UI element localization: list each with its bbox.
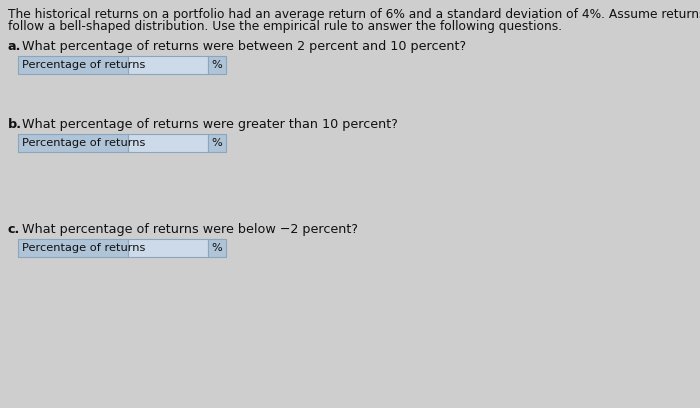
Text: What percentage of returns were greater than 10 percent?: What percentage of returns were greater … (18, 118, 398, 131)
Text: Percentage of returns: Percentage of returns (22, 243, 146, 253)
Bar (128, 56, 208, 74)
Bar (18, 56, 128, 74)
Text: Percentage of returns: Percentage of returns (22, 60, 146, 70)
Text: follow a bell-shaped distribution. Use the empirical rule to answer the followin: follow a bell-shaped distribution. Use t… (8, 20, 562, 33)
Text: What percentage of returns were between 2 percent and 10 percent?: What percentage of returns were between … (18, 40, 466, 53)
Text: a.: a. (8, 40, 22, 53)
Text: What percentage of returns were below −2 percent?: What percentage of returns were below −2… (18, 223, 358, 236)
Text: Percentage of returns: Percentage of returns (22, 138, 146, 148)
Text: b.: b. (8, 118, 22, 131)
Bar (208, 56, 226, 74)
Text: %: % (211, 138, 223, 148)
Text: %: % (211, 60, 223, 70)
Text: %: % (211, 243, 223, 253)
Bar (128, 239, 208, 257)
Text: The historical returns on a portfolio had an average return of 6% and a standard: The historical returns on a portfolio ha… (8, 8, 700, 21)
Bar (208, 239, 226, 257)
Text: c.: c. (8, 223, 20, 236)
Bar (18, 134, 128, 152)
Bar (208, 134, 226, 152)
Bar (128, 134, 208, 152)
Bar (18, 239, 128, 257)
